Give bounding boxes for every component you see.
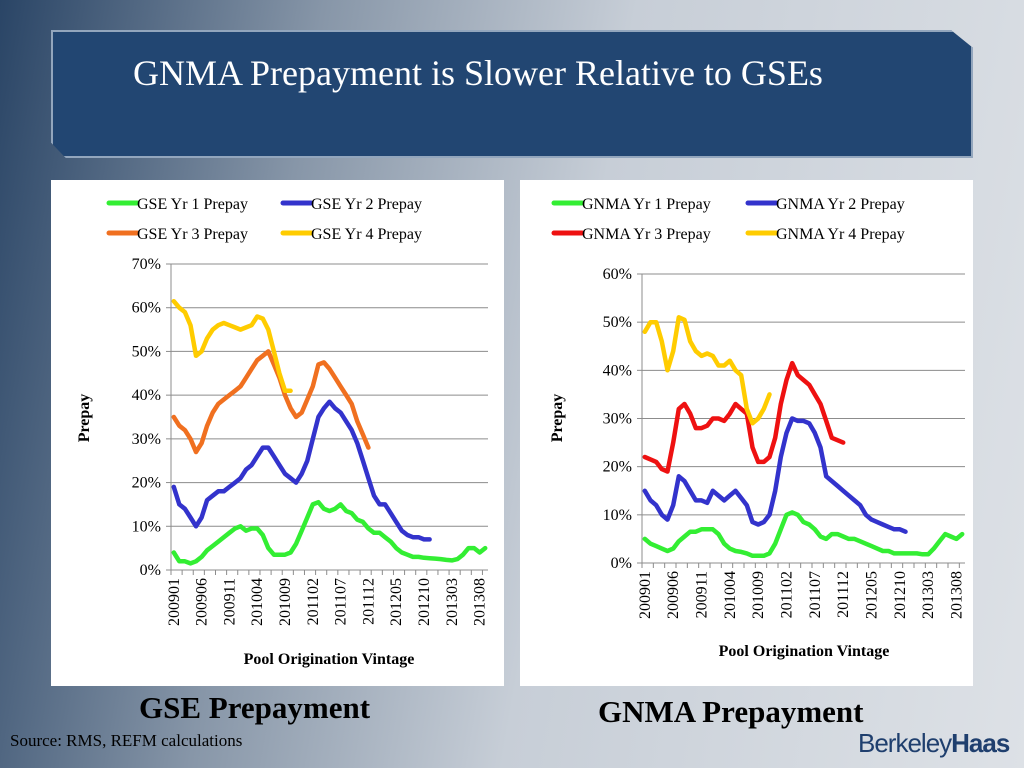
y-tick-label: 40% (603, 362, 632, 379)
y-tick-label: 40% (132, 387, 161, 404)
gse-caption: GSE Prepayment (139, 690, 371, 725)
y-tick-label: 20% (132, 475, 161, 492)
series-line-3 (171, 349, 371, 455)
x-tick-label: 200906 (665, 571, 682, 619)
x-tick-label: 200911 (694, 571, 711, 618)
gse-chart-panel: 0% 10% 20% 30% 40% 50% 60% 70% 200901 200906 20091… (51, 180, 504, 686)
legend-label: GSE Yr 1 Prepay (137, 196, 248, 213)
x-tick-label: 201303 (444, 578, 461, 626)
x-tick-label: 201107 (333, 578, 350, 625)
legend-label: GNMA Yr 1 Prepay (582, 196, 711, 213)
x-tick-label: 200901 (166, 578, 183, 626)
x-axis-title: Pool Origination Vintage (719, 643, 890, 660)
x-tick-label: 201303 (920, 571, 937, 619)
x-tick-label: 201112 (360, 578, 377, 625)
y-tick-label: 10% (603, 507, 632, 524)
y-tick-label: 50% (132, 343, 161, 360)
gse-chart: 0% 10% 20% 30% 40% 50% 60% 70% 200901 200906 20091… (76, 196, 489, 668)
logo-part-berkeley: Berkeley (858, 728, 952, 758)
x-tick-label: 200901 (637, 571, 654, 619)
x-tick-label: 201210 (416, 578, 433, 626)
legend-label: GNMA Yr 4 Prepay (776, 226, 905, 243)
x-tick-label: 200906 (194, 578, 211, 626)
legend-label: GNMA Yr 3 Prepay (582, 226, 711, 243)
legend-label: GSE Yr 4 Prepay (311, 226, 422, 243)
title-banner: GNMA Prepayment is Slower Relative to GS… (51, 30, 973, 158)
legend-label: GNMA Yr 2 Prepay (776, 196, 905, 213)
x-tick-label: 201308 (472, 578, 489, 626)
gnma-chart: 0% 10% 20% 30% 40% 50% 60% 200901 200906 200911 20… (549, 196, 966, 660)
legend-label: GSE Yr 3 Prepay (137, 226, 248, 243)
x-tick-label: 201009 (750, 571, 767, 619)
x-axis-title: Pool Origination Vintage (244, 651, 415, 668)
y-tick-label: 30% (603, 411, 632, 428)
berkeley-haas-logo: BerkeleyHaas (858, 728, 1010, 759)
y-tick-label: 0% (140, 562, 161, 579)
x-tick-label: 201107 (807, 571, 824, 618)
x-tick-label: 200911 (221, 578, 238, 625)
gnma-caption: GNMA Prepayment (598, 694, 864, 729)
series-line-1 (171, 499, 488, 566)
slide-title: GNMA Prepayment is Slower Relative to GS… (133, 53, 823, 93)
y-tick-label: 0% (611, 555, 632, 572)
x-tick-label: 201205 (864, 571, 881, 619)
x-tick-label: 201102 (305, 578, 322, 625)
x-tick-label: 201308 (949, 571, 966, 619)
y-axis-title: Prepay (76, 394, 93, 443)
series-line-4 (171, 298, 293, 394)
series-line-4 (642, 315, 772, 426)
x-tick-label: 201004 (722, 571, 739, 619)
series-line-3 (642, 360, 846, 474)
y-tick-label: 30% (132, 431, 161, 448)
x-tick-label: 201004 (249, 578, 266, 626)
x-tick-label: 201205 (388, 578, 405, 626)
x-tick-label: 201009 (277, 578, 294, 626)
y-tick-label: 60% (132, 300, 161, 317)
legend-label: GSE Yr 2 Prepay (311, 196, 422, 213)
x-tick-label: 201102 (779, 571, 796, 618)
y-axis-title: Prepay (549, 394, 566, 443)
gnma-chart-panel: 0% 10% 20% 30% 40% 50% 60% 200901 200906 200911 20… (520, 180, 973, 686)
y-tick-label: 20% (603, 459, 632, 476)
x-tick-label: 201112 (835, 571, 852, 618)
logo-part-haas: Haas (951, 728, 1010, 758)
y-tick-label: 10% (132, 518, 161, 535)
series-line-2 (642, 416, 908, 534)
x-tick-label: 201210 (892, 571, 909, 619)
source-note: Source: RMS, REFM calculations (10, 731, 243, 750)
y-tick-label: 50% (603, 314, 632, 331)
series-line-2 (171, 399, 432, 542)
y-tick-label: 70% (132, 256, 161, 273)
series-line-1 (642, 510, 965, 559)
y-tick-label: 60% (603, 266, 632, 283)
